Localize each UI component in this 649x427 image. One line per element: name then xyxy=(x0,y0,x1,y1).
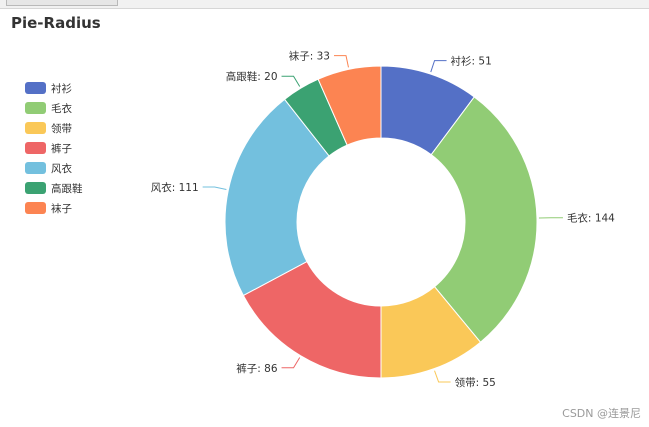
legend-swatch xyxy=(25,182,46,194)
browser-tab[interactable] xyxy=(6,0,118,6)
browser-top-bar xyxy=(0,0,649,9)
chart-title: Pie-Radius xyxy=(11,14,101,32)
pie-slice[interactable] xyxy=(430,96,538,343)
legend-item[interactable]: 袜子 xyxy=(25,198,115,218)
slice-label: 风衣: 111 xyxy=(151,181,199,194)
legend-item[interactable]: 衬衫 xyxy=(25,78,115,98)
label-leader-line xyxy=(281,357,301,369)
legend-swatch xyxy=(25,202,46,214)
legend-label: 袜子 xyxy=(51,202,72,215)
legend-swatch xyxy=(25,142,46,154)
watermark: CSDN @连景尼 xyxy=(562,407,641,420)
legend-label: 衬衫 xyxy=(51,82,72,95)
slice-label: 袜子: 33 xyxy=(289,50,330,63)
slice-label: 领带: 55 xyxy=(455,376,496,389)
legend-swatch xyxy=(25,82,46,94)
slice-label: 衬衫: 51 xyxy=(451,55,492,68)
legend-label: 领带 xyxy=(51,122,72,135)
legend-label: 风衣 xyxy=(51,162,72,175)
pie-slice[interactable] xyxy=(224,98,330,297)
legend-label: 裤子 xyxy=(51,142,72,155)
chart-legend: 衬衫毛衣领带裤子风衣高跟鞋袜子 xyxy=(25,78,115,218)
legend-item[interactable]: 裤子 xyxy=(25,138,115,158)
label-leader-line xyxy=(281,75,301,87)
legend-swatch xyxy=(25,102,46,114)
pie-slice[interactable] xyxy=(242,260,382,379)
slice-label: 裤子: 86 xyxy=(236,362,278,375)
legend-item[interactable]: 高跟鞋 xyxy=(25,178,115,198)
legend-label: 高跟鞋 xyxy=(51,182,83,195)
slice-label: 毛衣: 144 xyxy=(567,212,615,225)
pie-slice[interactable] xyxy=(317,65,382,146)
legend-swatch xyxy=(25,162,46,174)
legend-item[interactable]: 领带 xyxy=(25,118,115,138)
legend-label: 毛衣 xyxy=(51,102,72,115)
slice-label: 高跟鞋: 20 xyxy=(226,70,278,83)
label-leader-line xyxy=(434,370,451,383)
label-leader-line xyxy=(334,55,349,68)
legend-item[interactable]: 风衣 xyxy=(25,158,115,178)
label-leader-line xyxy=(202,186,227,190)
legend-swatch xyxy=(25,122,46,134)
label-leader-line xyxy=(430,60,447,73)
legend-item[interactable]: 毛衣 xyxy=(25,98,115,118)
